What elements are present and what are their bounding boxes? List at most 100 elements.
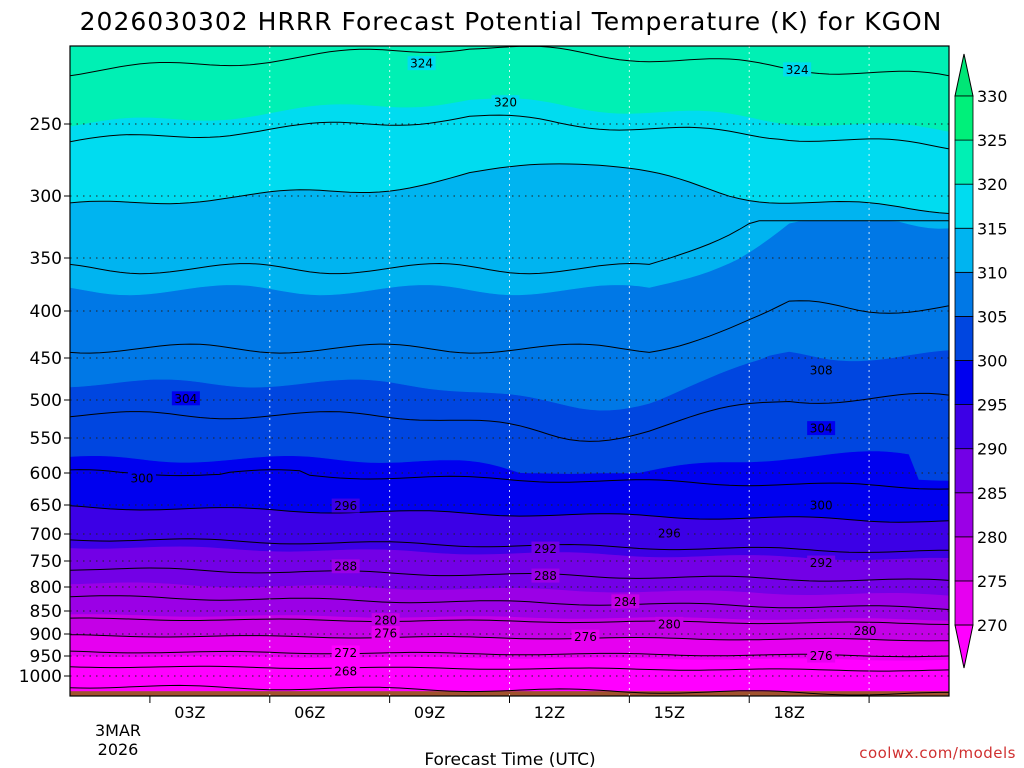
colorbar: 270 275 280 285 290 295 300 305 310 315 320 325 330 — [954, 53, 1008, 669]
contour-label-bg — [331, 498, 360, 513]
colorbar-label: 290 — [977, 440, 1008, 459]
x-axis-label: Forecast Time (UTC) — [424, 750, 595, 768]
colorbar-swatch-300 — [954, 316, 974, 361]
isentrope-292 — [70, 567, 949, 582]
y-tick-label: 350 — [30, 249, 62, 269]
contour-label-bg — [331, 645, 360, 660]
contour-label-bg — [807, 362, 836, 377]
isentrope-304 — [70, 469, 949, 490]
colorbar-swatch-270 — [954, 580, 974, 626]
x-tick-label: 12Z — [534, 703, 565, 722]
colorbar-swatch-290 — [954, 404, 974, 450]
contour-label-304-5: 304 — [807, 421, 836, 436]
isentrope-268 — [70, 684, 949, 696]
colorbar-label: 310 — [977, 263, 1008, 282]
contour-label-bg — [807, 555, 836, 570]
contour-label-text: 300 — [130, 472, 153, 486]
isentrope-312 — [70, 300, 949, 354]
grid-lines — [70, 46, 949, 696]
contour-label-bg — [655, 616, 684, 631]
x-tick-label: 03Z — [174, 703, 205, 722]
colorbar-label: 285 — [977, 484, 1008, 503]
contour-label-text: 296 — [334, 499, 357, 513]
contour-label-text: 324 — [410, 57, 433, 71]
y-tick-label: 800 — [30, 578, 62, 598]
y-tick-label: 750 — [30, 552, 62, 572]
contour-label-text: 292 — [534, 542, 557, 556]
isentrope-308 — [70, 392, 949, 442]
colorbar-swatch-285 — [954, 448, 974, 494]
contour-label-text: 268 — [334, 665, 357, 679]
y-tick-label: 450 — [30, 349, 62, 369]
colorbar-label: 270 — [977, 616, 1008, 635]
contour-label-bg — [407, 56, 436, 71]
contour-label-292-11: 292 — [807, 555, 836, 570]
plot-area: 324 324 320 304 308 304 300 300 296 296 292 292 288 2… — [69, 45, 950, 697]
x-tick-label: 09Z — [414, 703, 445, 722]
contour-label-bg — [807, 648, 836, 663]
contour-label-text: 280 — [374, 614, 397, 628]
contour-label-text: 280 — [658, 617, 681, 631]
y-tick-label: 600 — [30, 464, 62, 484]
contour-label-text: 276 — [374, 627, 397, 641]
y-tick-label: 550 — [30, 429, 62, 449]
y-tick-label: 1000 — [19, 667, 62, 687]
contour-label-bg — [171, 391, 200, 406]
contour-label-bg — [807, 498, 836, 512]
colorbar-label: 315 — [977, 219, 1008, 238]
colorbar-swatch-325 — [954, 95, 974, 141]
colorbar-label: 275 — [977, 572, 1008, 591]
contour-label-bg — [331, 664, 360, 679]
colorbar-label: 300 — [977, 352, 1008, 371]
colorbar-over-arrow — [954, 53, 974, 97]
y-tick-label: 900 — [30, 625, 62, 645]
contour-label-text: 296 — [658, 526, 681, 540]
contour-label-bg — [127, 471, 156, 486]
contour-label-text: 276 — [574, 630, 597, 644]
contour-label-276-19: 276 — [571, 629, 600, 644]
contour-label-text: 320 — [494, 96, 517, 110]
colorbar-label: 295 — [977, 396, 1008, 415]
colorbar-swatch-310 — [954, 227, 974, 273]
y-tick-label: 500 — [30, 391, 62, 411]
colorbar-label: 280 — [977, 528, 1008, 547]
colorbar-label: 330 — [977, 87, 1008, 106]
contour-label-288-13: 288 — [531, 568, 560, 583]
colorbar-label: 325 — [977, 131, 1008, 150]
contour-label-276-20: 276 — [807, 648, 836, 663]
contour-label-bg — [783, 62, 812, 77]
contour-label-296-9: 296 — [655, 525, 684, 540]
isentrope-contours — [70, 46, 949, 696]
isentrope-316 — [70, 220, 949, 275]
contour-label-300-6: 300 — [127, 471, 156, 486]
credit-text: coolwx.com/models — [859, 744, 1016, 762]
contour-label-324-1: 324 — [783, 62, 812, 77]
isentrope-300 — [70, 505, 949, 523]
contour-label-text: 280 — [854, 624, 877, 638]
contour-label-bg — [807, 421, 836, 436]
isentrope-296 — [70, 538, 949, 553]
contour-label-280-17: 280 — [851, 623, 880, 638]
isentrope-280 — [70, 634, 949, 642]
colorbar-swatch-320 — [954, 139, 974, 185]
x-date-line1: 3MAR — [95, 721, 141, 740]
contour-label-bg — [655, 525, 684, 540]
contour-label-text: 288 — [334, 560, 357, 574]
contour-label-bg — [851, 623, 880, 638]
contour-label-text: 272 — [334, 646, 357, 660]
isentrope-320 — [70, 163, 949, 214]
contour-label-bg — [371, 613, 400, 628]
contour-label-bg — [491, 95, 520, 110]
isentrope-284 — [70, 617, 949, 625]
x-tick-label: 06Z — [294, 703, 325, 722]
isentrope-272 — [70, 665, 949, 672]
contour-label-text: 324 — [786, 63, 809, 77]
contour-label-308-4: 308 — [807, 362, 836, 377]
colorbar-swatch-295 — [954, 360, 974, 405]
contour-label-268-22: 268 — [331, 664, 360, 679]
colorbar-under-arrow — [954, 624, 974, 669]
contour-label-text: 276 — [810, 649, 833, 663]
contour-label-324-0: 324 — [407, 56, 436, 71]
contour-label-text: 284 — [614, 595, 637, 609]
